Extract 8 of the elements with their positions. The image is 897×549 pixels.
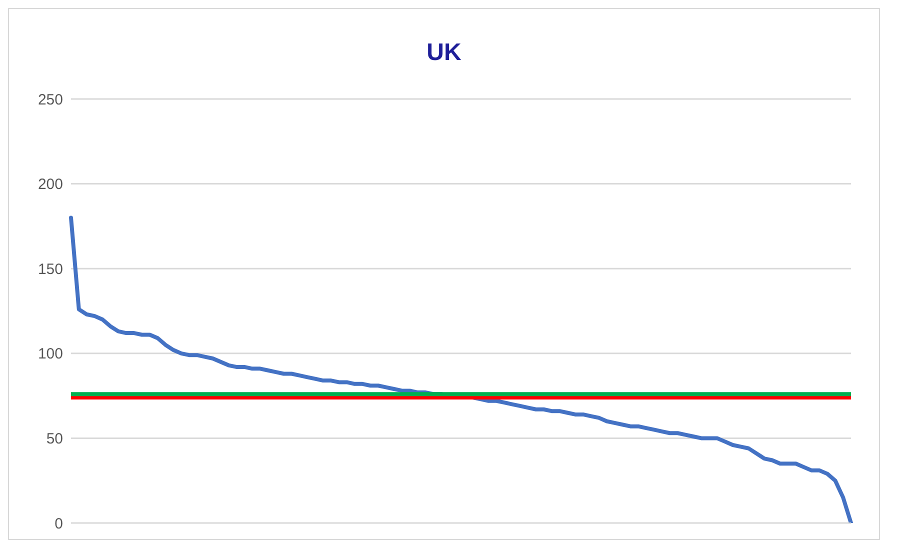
line-series — [69, 216, 853, 523]
y-tick-label: 0 — [54, 515, 63, 532]
y-tick-label: 250 — [38, 91, 63, 108]
chart-title: UK — [426, 39, 462, 67]
y-tick-label: 100 — [38, 346, 63, 363]
y-tick-label: 150 — [38, 260, 63, 278]
y-tick-label: 50 — [46, 430, 63, 448]
y-tick-label: 200 — [38, 176, 63, 194]
